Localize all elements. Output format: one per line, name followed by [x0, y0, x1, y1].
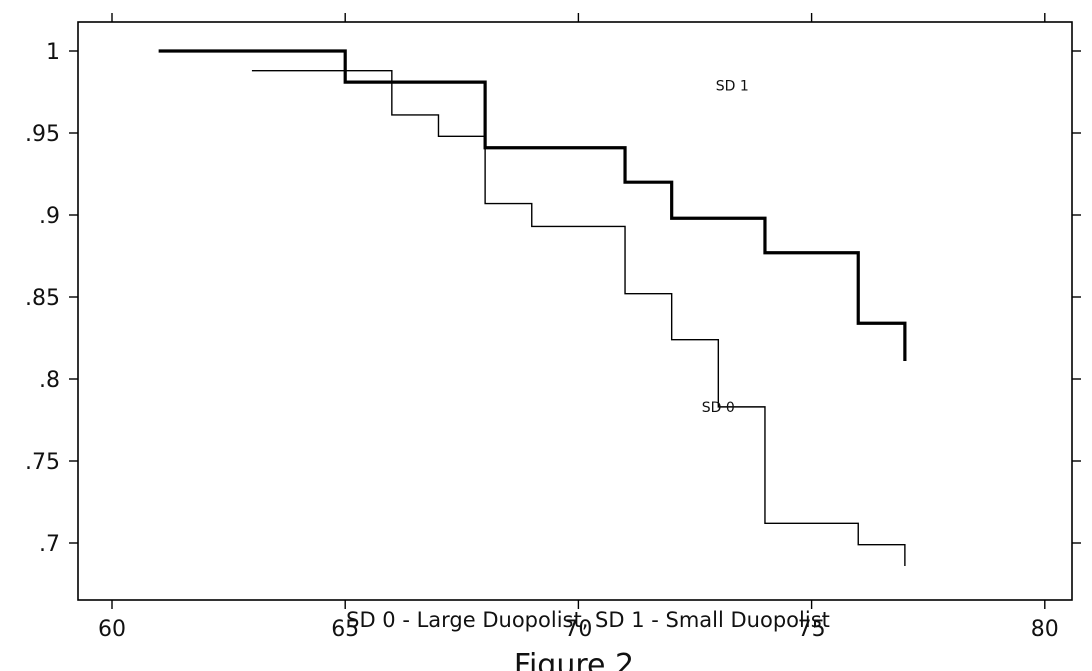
y-tick-label-.85: .85 — [25, 286, 60, 311]
plot-frame — [77, 21, 1073, 601]
x-tick-label-70: 70 — [564, 617, 592, 642]
y-tick-label-.7: .7 — [39, 532, 60, 557]
x-tick-label-75: 75 — [798, 617, 826, 642]
annotation-sd-1: SD 1 — [716, 78, 749, 94]
series-line-sd-0 — [251, 69, 906, 566]
figure-caption: Figure 2 — [514, 648, 634, 671]
x-tick-label-80: 80 — [1031, 617, 1059, 642]
annotation-sd-0: SD 0 — [702, 400, 735, 416]
y-tick-label-1: 1 — [46, 40, 60, 65]
y-tick-label-.8: .8 — [39, 368, 60, 393]
x-axis-title: SD 0 - Large Duopolist, SD 1 - Small Duo… — [346, 608, 830, 632]
y-tick-label-.75: .75 — [25, 450, 60, 475]
y-tick-label-.95: .95 — [25, 122, 60, 147]
x-tick-label-65: 65 — [331, 617, 359, 642]
x-tick-label-60: 60 — [98, 617, 126, 642]
y-tick-label-.9: .9 — [39, 204, 60, 229]
